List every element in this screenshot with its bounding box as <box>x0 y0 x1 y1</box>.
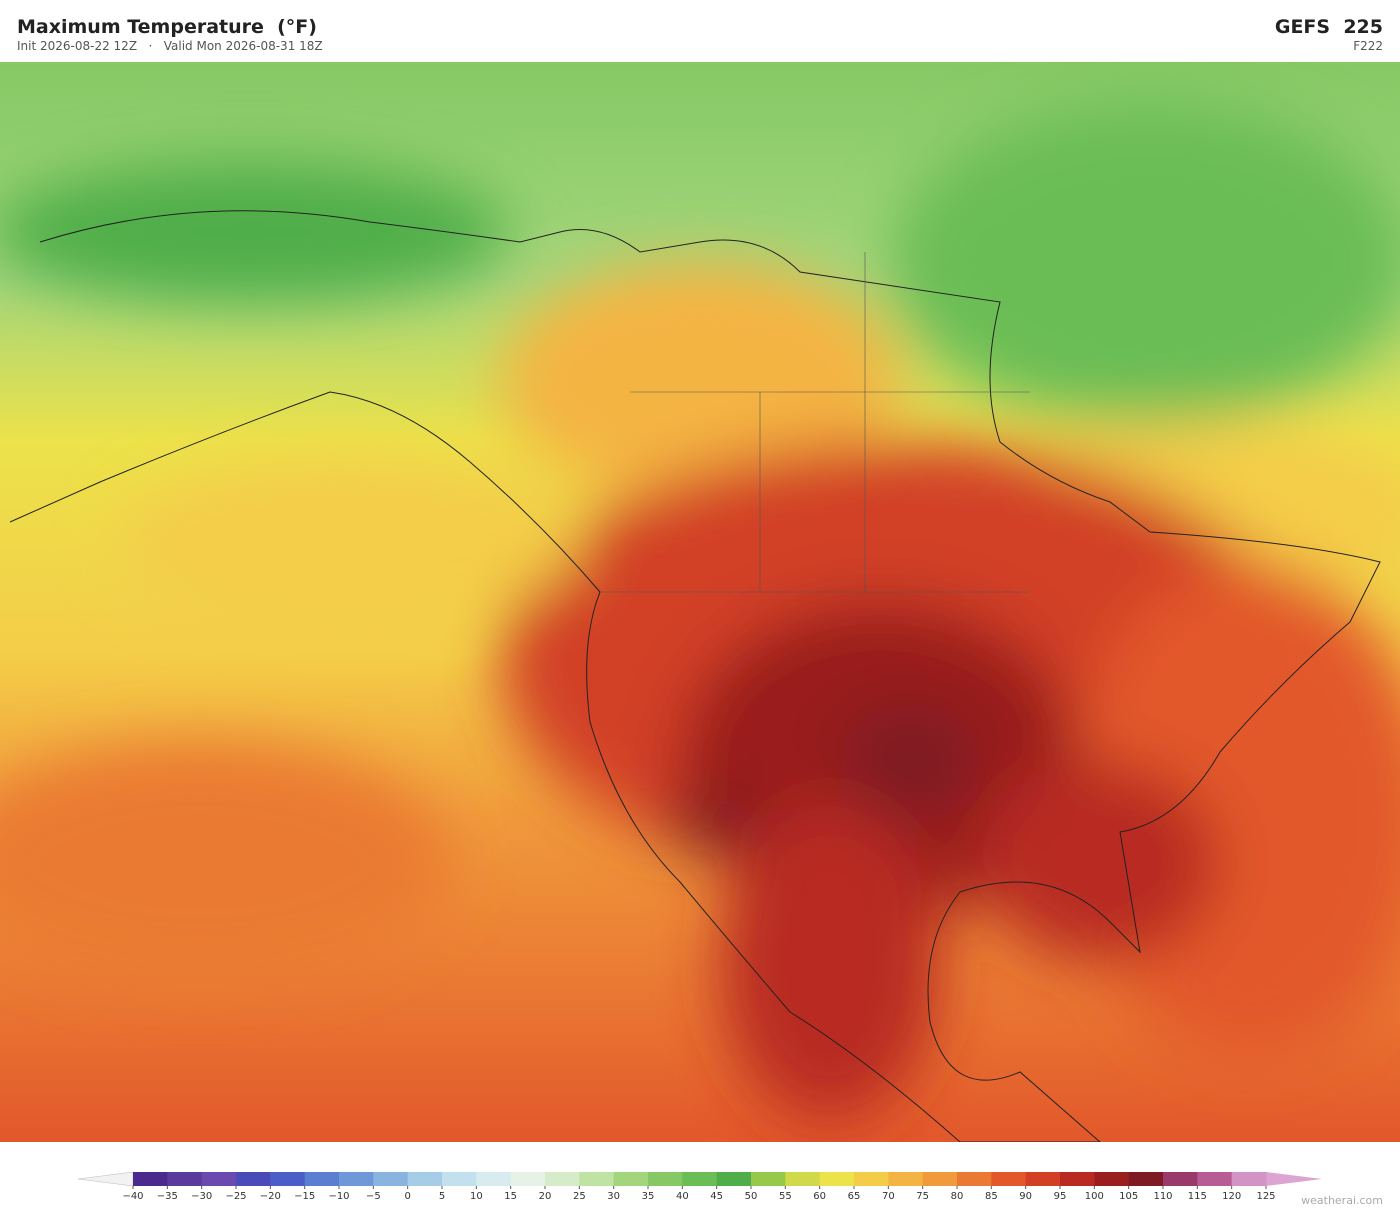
colorbar-segment <box>373 1172 409 1186</box>
colorbar-label: 65 <box>848 1191 861 1202</box>
colorbar-label: 50 <box>745 1191 758 1202</box>
colorbar-label: 90 <box>1019 1191 1032 1202</box>
colorbar-segment <box>442 1172 477 1186</box>
colorbar-label: 60 <box>813 1191 826 1202</box>
colorbar-label: 75 <box>916 1191 929 1202</box>
colorbar-segment <box>545 1172 580 1186</box>
colorbar-segment <box>1231 1172 1267 1186</box>
colorbar-segment <box>648 1172 683 1186</box>
colorbar-segment <box>716 1172 752 1186</box>
colorbar-label: 120 <box>1222 1191 1241 1202</box>
colorbar-label: 70 <box>882 1191 895 1202</box>
colorbar-label: 0 <box>404 1191 410 1202</box>
colorbar-segment <box>270 1172 306 1186</box>
colorbar-segment <box>922 1172 958 1186</box>
colorbar-segment <box>1094 1172 1130 1186</box>
colorbar-label: 35 <box>642 1191 655 1202</box>
colorbar-label: 105 <box>1119 1191 1138 1202</box>
colorbar-label: 95 <box>1054 1191 1067 1202</box>
colorbar-label: −20 <box>260 1191 281 1202</box>
colorbar-label: 110 <box>1153 1191 1172 1202</box>
colorbar: −40 −35 −30 −25 −20 −15 −10 −5 0 5 10 15 20 25 30 35 40 4… <box>77 1171 1322 1202</box>
colorbar-segment <box>682 1172 718 1186</box>
colorbar-label: 55 <box>779 1191 792 1202</box>
colorbar-segment <box>1128 1172 1164 1186</box>
colorbar-segment <box>1060 1172 1095 1186</box>
colorbar-segment <box>1025 1172 1061 1186</box>
colorbar-label: −5 <box>366 1191 381 1202</box>
colorbar-label: −10 <box>328 1191 349 1202</box>
colorbar-under <box>77 1171 134 1187</box>
map <box>0 62 1400 1142</box>
colorbar-label: −15 <box>294 1191 315 1202</box>
colorbar-over <box>1266 1172 1322 1186</box>
colorbar-label: 20 <box>539 1191 552 1202</box>
subtitle: Init 2026-08-22 12Z · Valid Mon 2026-08-… <box>17 39 323 53</box>
colorbar-segment <box>957 1172 992 1186</box>
colorbar-label: 80 <box>951 1191 964 1202</box>
colorbar-label: −30 <box>191 1191 212 1202</box>
colorbar-label: 25 <box>573 1191 586 1202</box>
model: GEFS 225 <box>1274 16 1383 38</box>
colorbar-label: −25 <box>225 1191 246 1202</box>
colorbar-label: 125 <box>1256 1191 1275 1202</box>
colorbar-segment <box>579 1172 615 1186</box>
colorbar-segment <box>1163 1172 1198 1186</box>
colorbar-label: −40 <box>122 1191 143 1202</box>
colorbar-label: 40 <box>676 1191 689 1202</box>
colorbar-label: 15 <box>504 1191 517 1202</box>
colorbar-segment <box>854 1172 889 1186</box>
title: Maximum Temperature (°F) <box>17 16 317 38</box>
colorbar-segment <box>785 1172 821 1186</box>
colorbar-segment <box>819 1172 855 1186</box>
colorbar-segment <box>476 1172 512 1186</box>
colorbar-segment <box>1197 1172 1233 1186</box>
colorbar-segment <box>167 1172 203 1186</box>
colorbar-label: −35 <box>157 1191 178 1202</box>
colorbar-segment <box>201 1172 237 1186</box>
colorbar-label: 5 <box>439 1191 445 1202</box>
colorbar-segment <box>339 1172 374 1186</box>
colorbar-label: 45 <box>710 1191 723 1202</box>
colorbar-label: 85 <box>985 1191 998 1202</box>
colorbar-segment <box>304 1172 340 1186</box>
colorbar-segment <box>510 1172 546 1186</box>
colorbar-segment <box>888 1172 924 1186</box>
colorbar-segment <box>133 1172 168 1186</box>
colorbar-segment <box>407 1172 443 1186</box>
colorbar-label: 115 <box>1188 1191 1207 1202</box>
colorbar-segment <box>991 1172 1027 1186</box>
colorbar-label: 100 <box>1085 1191 1104 1202</box>
colorbar-segment <box>613 1172 649 1186</box>
colorbar-segment <box>236 1172 271 1186</box>
colorbar-label: 30 <box>607 1191 620 1202</box>
credit: weatherai.com <box>1301 1194 1383 1207</box>
colorbar-label: 10 <box>470 1191 483 1202</box>
colorbar-segment <box>751 1172 786 1186</box>
forecast-hour: F222 <box>1353 39 1383 53</box>
